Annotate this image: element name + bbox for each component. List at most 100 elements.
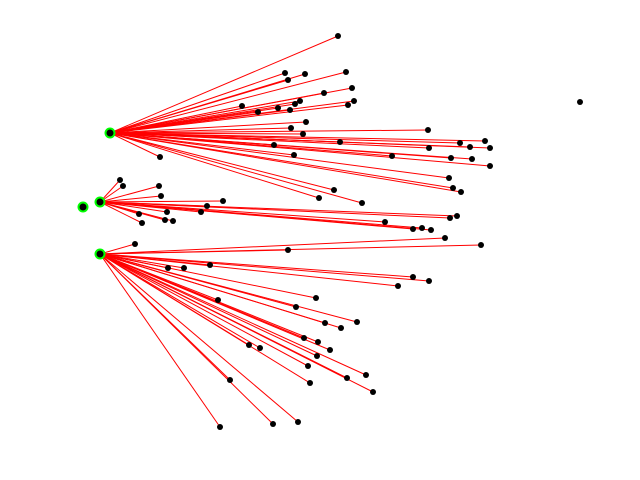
node-dot <box>457 140 463 146</box>
edge-line <box>109 92 325 134</box>
node-dot <box>162 217 168 223</box>
node-dot <box>207 262 213 268</box>
node-dot <box>257 345 263 351</box>
node-dot <box>285 77 291 83</box>
edge-line <box>99 237 446 255</box>
edge-line <box>109 105 243 134</box>
hub-node <box>94 248 106 260</box>
node-dot <box>157 154 163 160</box>
node-dot <box>316 195 322 201</box>
node-dot <box>255 109 261 115</box>
edge-line <box>99 201 458 217</box>
edge-line <box>99 200 224 203</box>
node-dot <box>450 185 456 191</box>
hub-node <box>94 196 106 208</box>
edge-line <box>99 253 309 367</box>
node-dot <box>282 70 288 76</box>
node-dot <box>293 304 299 310</box>
node-dot <box>478 242 484 248</box>
node-dot <box>577 99 583 105</box>
node-dot <box>132 241 138 247</box>
node-dot <box>370 389 376 395</box>
node-dot <box>335 33 341 39</box>
node-dot <box>271 142 277 148</box>
node-dot <box>275 105 281 111</box>
edge-line <box>109 132 363 204</box>
edge-line <box>99 253 374 393</box>
node-dot <box>297 98 303 104</box>
edge-line <box>109 132 335 191</box>
node-dot <box>288 125 294 131</box>
node-dot <box>354 319 360 325</box>
node-dot <box>446 175 452 181</box>
node-dot <box>363 372 369 378</box>
node-dot <box>321 90 327 96</box>
node-dot <box>428 227 434 233</box>
node-dot <box>198 209 204 215</box>
edge-line <box>99 243 136 255</box>
edge-line <box>109 72 286 134</box>
node-dot <box>337 139 343 145</box>
node-dot <box>300 131 306 137</box>
node-dot <box>322 320 328 326</box>
node-dot <box>285 247 291 253</box>
hub-node <box>77 201 89 213</box>
node-dot <box>349 85 355 91</box>
node-dot <box>426 278 432 284</box>
edge-line <box>99 253 221 428</box>
edge-line <box>109 127 292 134</box>
edge-line <box>109 79 289 134</box>
edge-line <box>109 132 450 179</box>
hub-node <box>104 127 116 139</box>
node-dot <box>227 377 233 383</box>
edge-line <box>99 253 317 299</box>
edge-line <box>99 253 185 269</box>
node-dot <box>181 265 187 271</box>
node-dot <box>217 424 223 430</box>
node-dot <box>447 215 453 221</box>
node-dot <box>410 226 416 232</box>
node-dot <box>117 177 123 183</box>
edge-line <box>109 132 341 143</box>
edge-line <box>109 132 275 146</box>
edge-line <box>99 201 174 222</box>
node-dot <box>291 152 297 158</box>
edge-line <box>99 253 274 425</box>
node-dot <box>315 339 321 345</box>
node-dot <box>139 220 145 226</box>
node-dot <box>482 138 488 144</box>
edge-line <box>99 195 162 203</box>
node-dot <box>345 102 351 108</box>
edge-line <box>99 253 399 287</box>
node-dot <box>307 380 313 386</box>
node-dot <box>158 193 164 199</box>
node-dot <box>204 203 210 209</box>
node-dot <box>458 189 464 195</box>
node-dot <box>314 353 320 359</box>
node-dot <box>410 274 416 280</box>
node-dot <box>448 155 454 161</box>
node-dot <box>303 119 309 125</box>
node-dot <box>487 163 493 169</box>
edge-line <box>109 35 339 134</box>
edge-line <box>99 253 311 384</box>
node-dot <box>287 107 293 113</box>
edge-line <box>99 253 358 323</box>
node-dot <box>487 145 493 151</box>
edge-line <box>109 71 347 134</box>
node-dot <box>419 225 425 231</box>
node-dot <box>425 127 431 133</box>
edge-line <box>99 201 432 231</box>
node-dot <box>331 187 337 193</box>
edge-line <box>99 185 160 203</box>
node-dot <box>270 421 276 427</box>
node-dot <box>120 183 126 189</box>
edges-layer <box>99 35 491 428</box>
edge-line <box>99 253 261 349</box>
edge-line <box>99 253 367 376</box>
node-dot <box>220 198 226 204</box>
node-dot <box>338 325 344 331</box>
node-dot <box>295 419 301 425</box>
edge-line <box>109 107 279 134</box>
node-dot <box>239 103 245 109</box>
